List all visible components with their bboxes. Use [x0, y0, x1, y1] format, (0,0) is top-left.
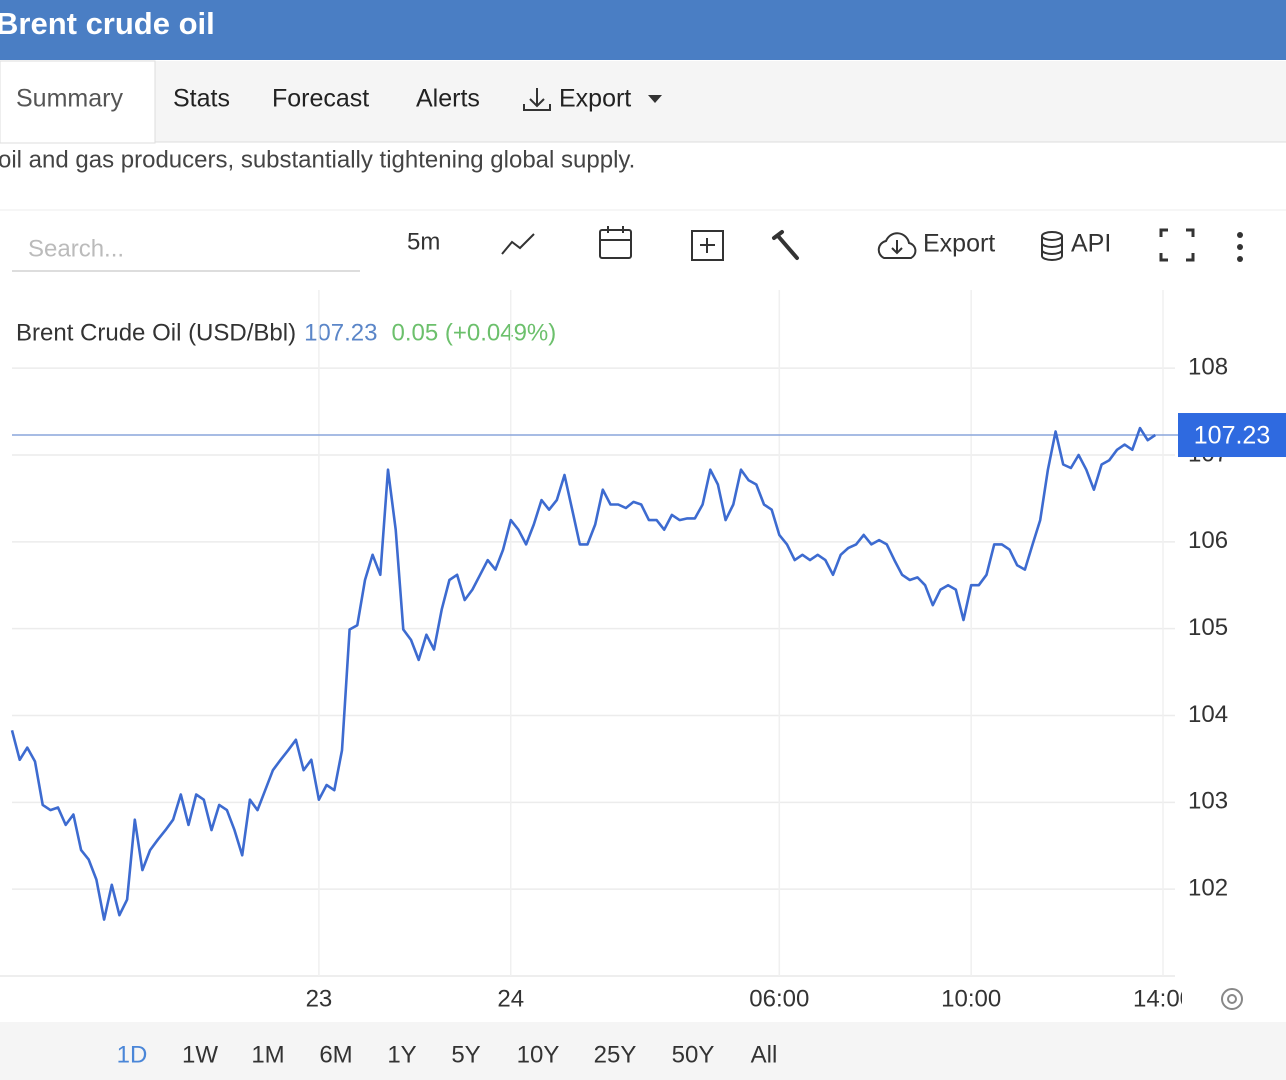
x-tick-label: 24 [497, 985, 524, 1012]
last-price-box [1178, 413, 1286, 458]
range-button[interactable]: 50Y [672, 1041, 715, 1068]
active-tab [0, 60, 156, 144]
x-tick-label: 23 [306, 985, 333, 1012]
caret [648, 95, 662, 103]
y-tick-label: 108 [1188, 353, 1228, 380]
y-tick-label: 105 [1188, 614, 1228, 641]
settings-icon[interactable] [1221, 988, 1243, 1010]
tools-icon[interactable] [772, 230, 799, 260]
range-button[interactable]: 10Y [517, 1041, 560, 1068]
more-icon[interactable] [1237, 232, 1243, 262]
price-line [10, 426, 1157, 921]
api-button[interactable]: API [1071, 230, 1111, 258]
interval-button[interactable]: 5m [407, 228, 440, 255]
range-button[interactable]: 1W [182, 1041, 218, 1068]
fullscreen-icon[interactable] [1159, 228, 1195, 262]
range-bar [0, 1022, 1286, 1080]
range-button[interactable]: 25Y [594, 1041, 637, 1068]
range-button[interactable]: 1M [251, 1041, 284, 1068]
search-input[interactable]: Search... [28, 235, 124, 262]
range-button[interactable]: 5Y [451, 1041, 480, 1068]
tab[interactable]: Summary [16, 85, 123, 113]
header-title: Brent crude oil [0, 6, 215, 41]
y-tick-label: 102 [1188, 875, 1228, 902]
range-button[interactable]: All [751, 1041, 778, 1068]
x-tick-label: 06:00 [749, 985, 809, 1012]
tab[interactable]: Alerts [416, 85, 480, 113]
y-tick-label: 104 [1188, 701, 1228, 728]
y-tick-label: 106 [1188, 527, 1228, 554]
legend-change: 0.05 (+0.049%) [391, 319, 556, 346]
x-ticks: 23 24 06:00 10:00 14:00 [306, 985, 1193, 1012]
database-icon [1041, 231, 1063, 261]
x-tick-label: 14:00 [1133, 985, 1193, 1012]
range-button[interactable]: 1Y [387, 1041, 416, 1068]
export-button[interactable]: Export [923, 230, 995, 258]
header-bar [0, 0, 1286, 60]
chart-type-icon[interactable] [501, 233, 535, 255]
cloud-icon [877, 232, 917, 259]
tab[interactable]: Forecast [272, 85, 369, 113]
download-icon [523, 88, 551, 111]
legend-price: 107.23 [304, 319, 377, 346]
tab-bar [0, 61, 1286, 142]
range-button[interactable]: 1D [117, 1041, 148, 1068]
tab[interactable]: Stats [173, 85, 230, 113]
last-price-label: 107.23 [1194, 422, 1270, 450]
calendar-icon[interactable] [599, 226, 632, 259]
range-button[interactable]: 6M [319, 1041, 352, 1068]
tab[interactable]: Export [559, 85, 631, 113]
x-tick-label: 10:00 [941, 985, 1001, 1012]
add-icon[interactable] [691, 230, 724, 261]
y-tick-label: 103 [1188, 788, 1228, 815]
legend-name: Brent Crude Oil (USD/Bbl) [16, 319, 296, 346]
description: oil and gas producers, substantially tig… [0, 146, 635, 173]
